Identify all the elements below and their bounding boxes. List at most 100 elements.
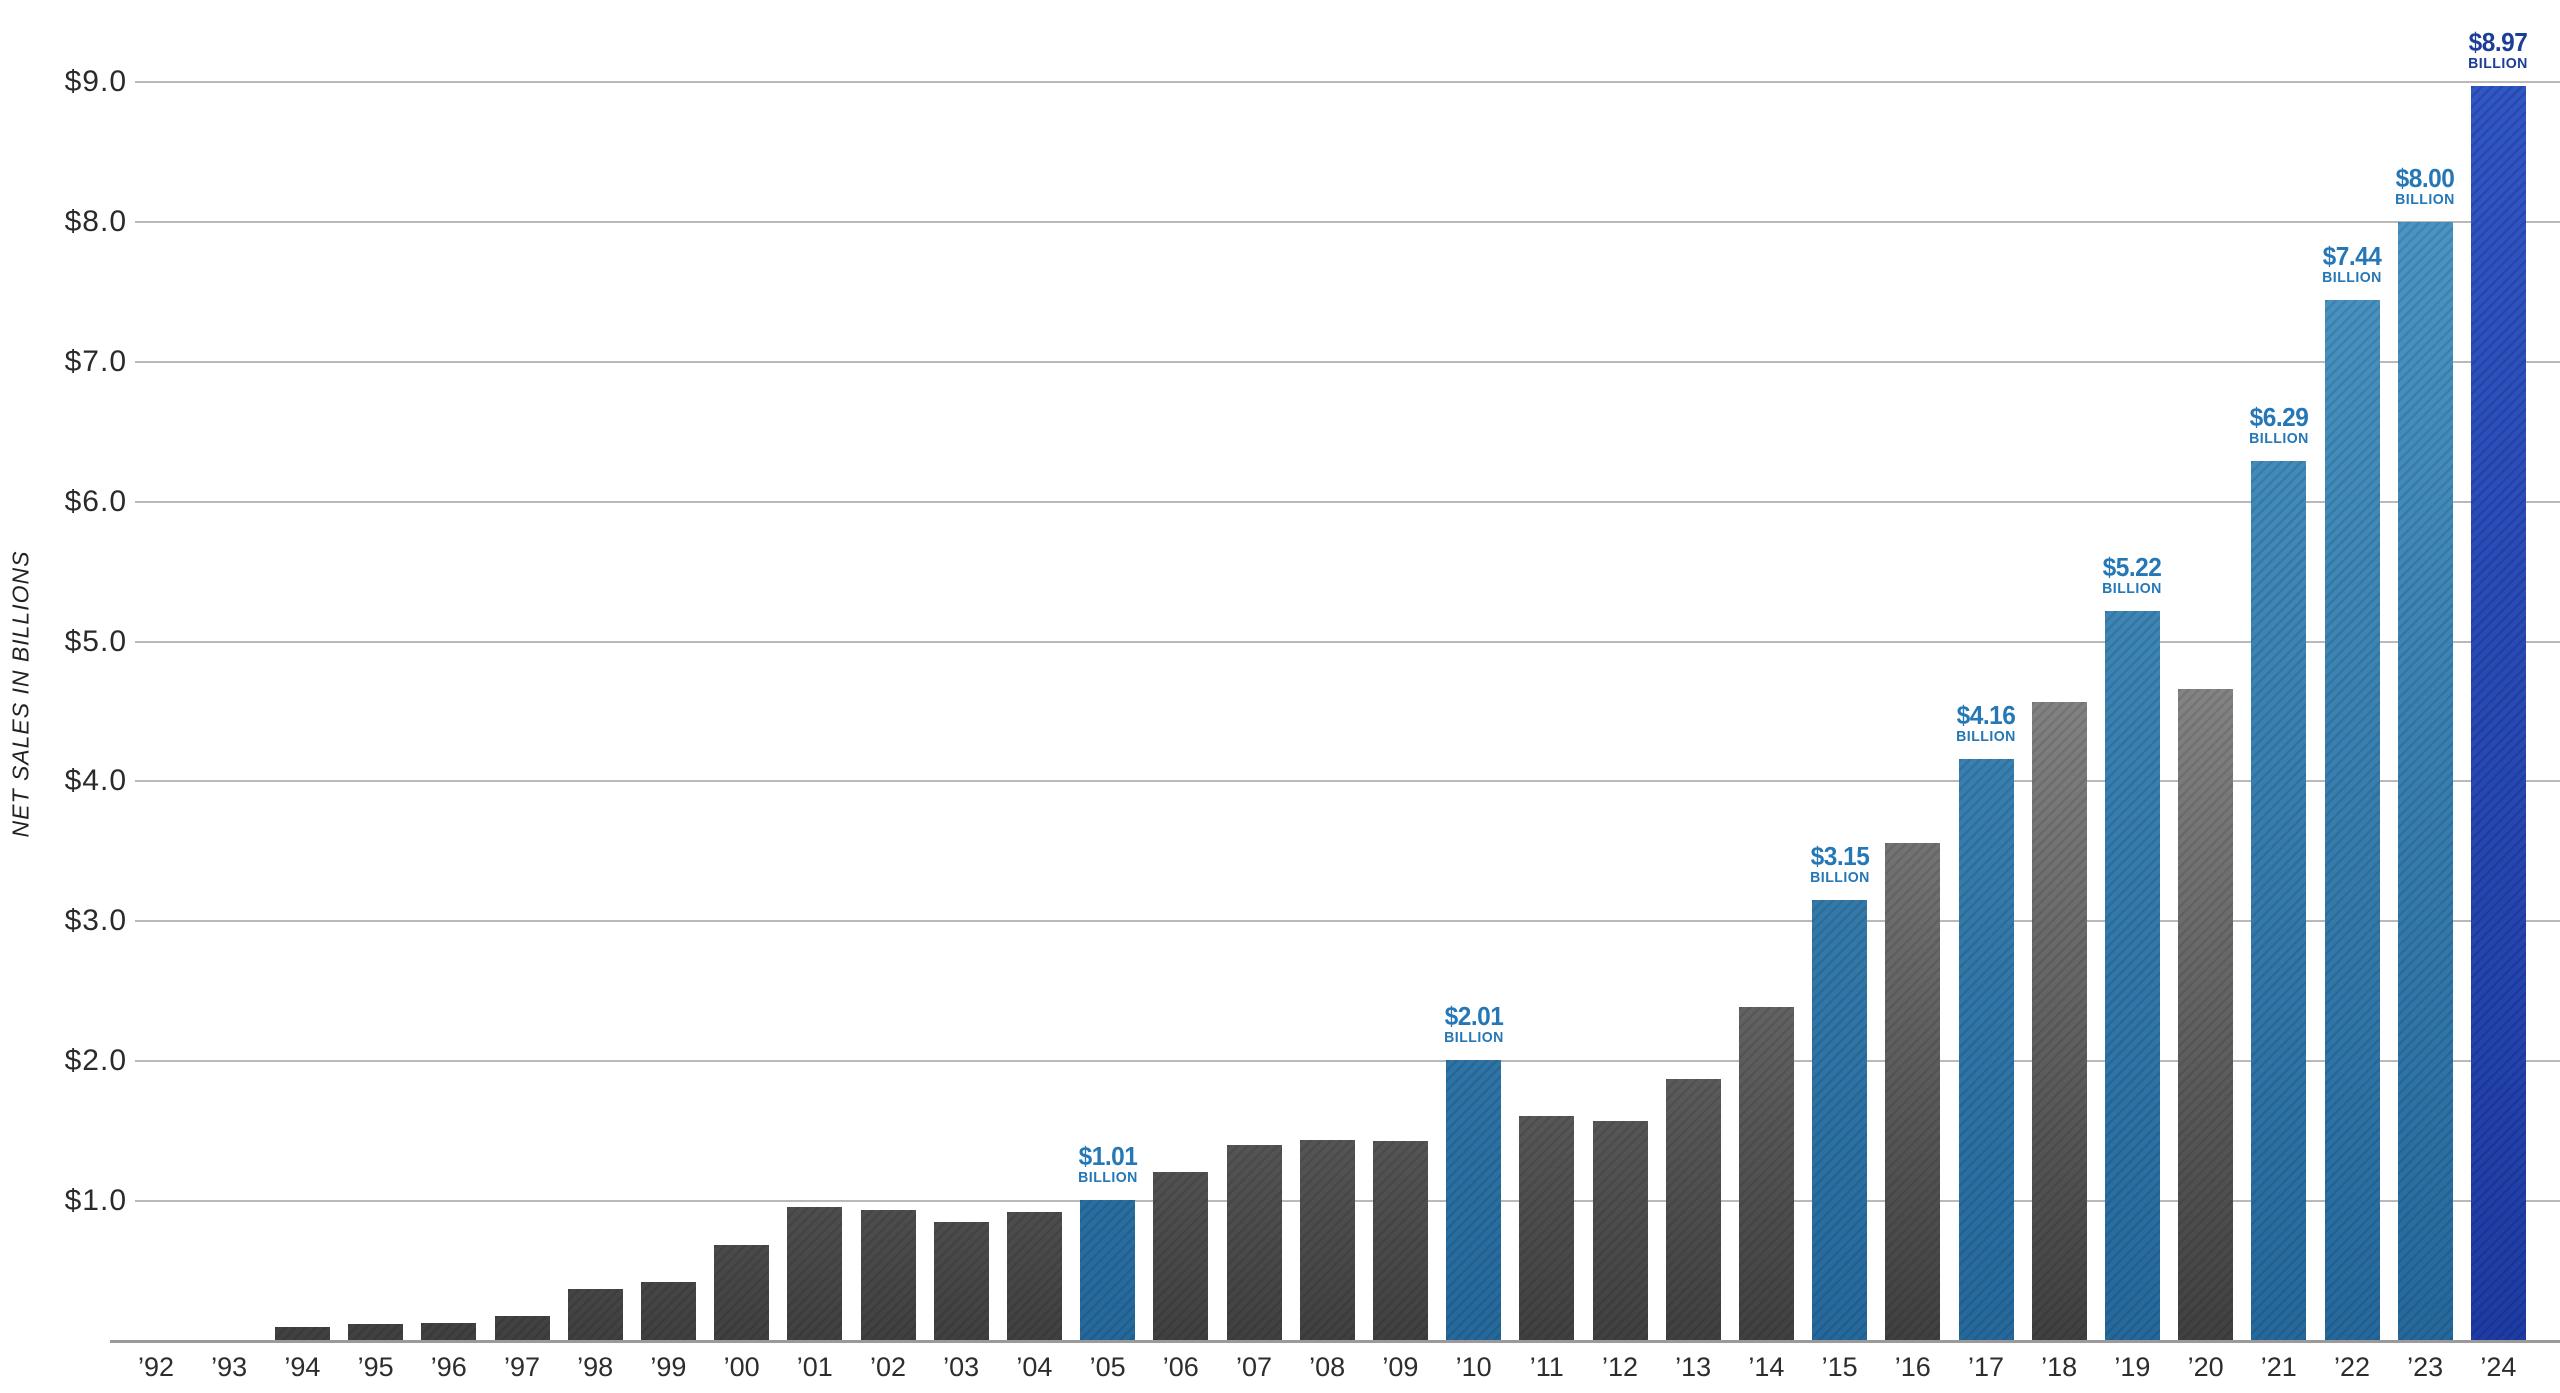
bar-value-unit: BILLION <box>2395 190 2456 208</box>
bar-value-label: $4.16 BILLION <box>1956 701 2016 745</box>
x-tick-label: ’03 <box>943 1352 980 1382</box>
gridline <box>135 80 2560 83</box>
bar-08 <box>1299 1139 1355 1341</box>
bar-value-amount: $3.15 <box>1810 841 1869 872</box>
y-tick-label: $4.0 <box>64 764 127 798</box>
x-tick-label: ’96 <box>430 1352 467 1382</box>
bar-value-amount: $7.44 <box>2322 241 2382 272</box>
bar-value-label: $5.22 BILLION <box>2103 553 2163 597</box>
bar-value-label: $7.44 BILLION <box>2322 242 2382 286</box>
bar-value-amount: $2.01 <box>1444 1000 1503 1031</box>
bar-24 <box>2470 86 2526 1341</box>
y-tick-label: $3.0 <box>64 904 127 938</box>
bar-04 <box>1006 1212 1062 1341</box>
bar-value-unit: BILLION <box>1443 1028 1504 1046</box>
bar-value-amount: $1.01 <box>1078 1140 1137 1171</box>
bar-value-label: $6.29 BILLION <box>2249 403 2309 447</box>
bar-19 <box>2104 610 2160 1341</box>
x-tick-label: ’16 <box>1894 1352 1931 1382</box>
bar-value-amount: $4.16 <box>1956 700 2016 730</box>
y-tick-label: $2.0 <box>64 1044 127 1078</box>
x-tick-label: ’07 <box>1235 1352 1273 1382</box>
bar-22 <box>2324 300 2380 1341</box>
y-tick-label: $7.0 <box>64 344 127 378</box>
bar-21 <box>2251 461 2307 1341</box>
x-tick-label: ’93 <box>211 1352 248 1382</box>
x-tick-label: ’13 <box>1675 1352 1712 1382</box>
x-tick-label: ’14 <box>1748 1352 1785 1382</box>
bar-95 <box>348 1324 404 1341</box>
x-tick-label: ’22 <box>2333 1352 2371 1382</box>
bar-99 <box>640 1282 696 1341</box>
bar-02 <box>860 1209 916 1341</box>
bar-98 <box>567 1289 623 1341</box>
x-tick-label: ’98 <box>577 1352 614 1382</box>
bar-94 <box>274 1327 330 1341</box>
gridline <box>135 640 2560 643</box>
bar-17 <box>1958 759 2014 1341</box>
bar-value-unit: BILLION <box>2468 55 2529 73</box>
bar-09 <box>1372 1140 1428 1341</box>
gridline <box>135 500 2560 503</box>
bar-03 <box>933 1222 989 1341</box>
bar-value-unit: BILLION <box>2102 579 2163 597</box>
x-tick-label: ’92 <box>137 1352 175 1382</box>
bar-15 <box>1812 900 1868 1341</box>
bar-14 <box>1738 1006 1794 1341</box>
gridline <box>135 220 2560 223</box>
bar-value-label: $1.01 BILLION <box>1078 1142 1138 1186</box>
bar-value-label: $3.15 BILLION <box>1810 842 1870 886</box>
gridline <box>135 780 2560 783</box>
bar-value-amount: $8.00 <box>2395 162 2455 193</box>
x-tick-label: ’20 <box>2187 1352 2224 1382</box>
x-tick-label: ’94 <box>284 1352 321 1382</box>
x-tick-label: ’12 <box>1601 1352 1639 1382</box>
x-tick-label: ’17 <box>1967 1352 2005 1382</box>
x-axis-line <box>110 1340 2560 1343</box>
gridline <box>135 1060 2560 1063</box>
x-tick-label: ’15 <box>1821 1352 1858 1382</box>
bar-06 <box>1153 1171 1209 1341</box>
x-tick-label: ’08 <box>1309 1352 1346 1382</box>
bar-value-label: $2.01 BILLION <box>1444 1002 1504 1046</box>
x-tick-label: ’23 <box>2407 1352 2444 1382</box>
x-tick-label: ’19 <box>2114 1352 2151 1382</box>
gridline <box>135 920 2560 923</box>
bar-97 <box>494 1315 550 1341</box>
x-tick-label: ’05 <box>1089 1352 1126 1382</box>
x-tick-label: ’21 <box>2260 1352 2297 1382</box>
bar-value-amount: $5.22 <box>2102 551 2162 582</box>
bar-96 <box>421 1322 477 1341</box>
bar-11 <box>1519 1115 1575 1341</box>
bar-value-unit: BILLION <box>1956 728 2016 745</box>
x-tick-label: ’09 <box>1382 1352 1419 1382</box>
x-tick-label: ’99 <box>650 1352 687 1382</box>
bar-value-label: $8.97 BILLION <box>2469 28 2529 72</box>
x-tick-label: ’01 <box>796 1352 833 1382</box>
bar-value-unit: BILLION <box>2322 269 2382 287</box>
x-tick-label: ’10 <box>1455 1352 1492 1382</box>
x-tick-label: ’04 <box>1016 1352 1053 1382</box>
bar-value-label: $8.00 BILLION <box>2395 164 2455 208</box>
y-tick-label: $9.0 <box>64 64 127 98</box>
bar-00 <box>714 1244 770 1341</box>
x-tick-label: ’18 <box>2041 1352 2078 1382</box>
x-tick-label: ’06 <box>1162 1352 1199 1382</box>
bar-value-amount: $8.97 <box>2468 27 2528 58</box>
bar-20 <box>2178 689 2234 1341</box>
bar-12 <box>1592 1121 1648 1341</box>
gridline <box>135 360 2560 363</box>
x-tick-label: ’00 <box>723 1352 760 1382</box>
y-tick-label: $6.0 <box>64 484 127 518</box>
x-tick-label: ’11 <box>1529 1352 1564 1382</box>
bar-13 <box>1665 1079 1721 1341</box>
x-tick-label: ’24 <box>2480 1352 2517 1382</box>
bar-07 <box>1226 1145 1282 1341</box>
x-tick-label: ’95 <box>357 1352 394 1382</box>
bar-23 <box>2397 221 2453 1341</box>
bar-10 <box>1446 1059 1502 1341</box>
bar-value-unit: BILLION <box>1077 1168 1138 1186</box>
bar-05 <box>1080 1199 1136 1341</box>
x-tick-label: ’02 <box>869 1352 907 1382</box>
